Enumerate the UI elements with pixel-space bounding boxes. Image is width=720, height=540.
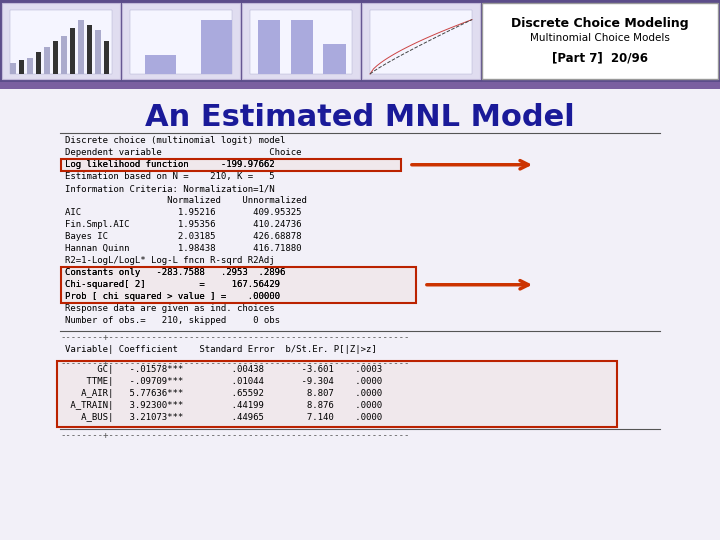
Text: Log likelihood function      -199.97662: Log likelihood function -199.97662 (65, 160, 274, 169)
Bar (0, 0, 720, 82)
Text: Chi-squared[ 2]          =     167.56429: Chi-squared[ 2] = 167.56429 (65, 280, 280, 289)
Bar (70, 28, 75, 74)
Bar (57, 361, 617, 427)
Bar (27, 58, 32, 74)
Text: Prob [ chi squared > value ] =    .00000: Prob [ chi squared > value ] = .00000 (65, 292, 280, 301)
Bar (122, 3, 240, 79)
Text: Prob [ chi squared > value ] =    .00000: Prob [ chi squared > value ] = .00000 (65, 292, 280, 301)
Text: Chi-squared[ 2]          =     167.56429: Chi-squared[ 2] = 167.56429 (65, 280, 280, 289)
Text: Constants only   -283.7588   .2953  .2896: Constants only -283.7588 .2953 .2896 (65, 268, 285, 277)
Bar (201, 19, 232, 74)
Bar (362, 3, 480, 79)
Bar (61, 36, 67, 74)
Text: TTME|   -.09709***         .01044       -9.304    .0000: TTME| -.09709*** .01044 -9.304 .0000 (65, 377, 382, 386)
Bar (2, 3, 120, 79)
Text: [Part 7]  20/96: [Part 7] 20/96 (552, 51, 648, 64)
Text: A_AIR|   5.77636***         .65592        8.807    .0000: A_AIR| 5.77636*** .65592 8.807 .0000 (65, 389, 382, 398)
Bar (0, 89, 720, 540)
Bar (19, 60, 24, 74)
Text: Discrete choice (multinomial logit) model: Discrete choice (multinomial logit) mode… (65, 136, 285, 145)
Bar (61, 267, 416, 303)
Bar (482, 3, 718, 79)
Text: Information Criteria: Normalization=1/N: Information Criteria: Normalization=1/N (65, 184, 274, 193)
Bar (130, 10, 232, 74)
Bar (44, 47, 50, 74)
Text: Multinomial Choice Models: Multinomial Choice Models (530, 33, 670, 43)
Text: --------+--------------------------------------------------------: --------+-------------------------------… (60, 359, 410, 368)
Text: Discrete Choice Modeling: Discrete Choice Modeling (511, 17, 689, 30)
Bar (370, 10, 472, 74)
Text: Estimation based on N =    210, K =   5: Estimation based on N = 210, K = 5 (65, 172, 274, 181)
Bar (0, 89, 720, 540)
Bar (291, 19, 313, 74)
Bar (10, 10, 112, 74)
Text: --------+--------------------------------------------------------: --------+-------------------------------… (60, 431, 410, 440)
Bar (10, 63, 16, 74)
Bar (86, 25, 92, 74)
Bar (145, 55, 176, 74)
Text: Log likelihood function      -199.97662: Log likelihood function -199.97662 (65, 160, 274, 169)
Bar (258, 19, 281, 74)
Bar (0, 82, 720, 89)
Bar (61, 159, 401, 171)
Bar (323, 44, 346, 74)
Text: A_TRAIN|   3.92300***         .44199        8.876    .0000: A_TRAIN| 3.92300*** .44199 8.876 .0000 (65, 401, 382, 410)
Bar (95, 30, 101, 74)
Bar (53, 42, 58, 74)
Text: Number of obs.=   210, skipped     0 obs: Number of obs.= 210, skipped 0 obs (65, 316, 280, 325)
Bar (35, 52, 41, 74)
Text: Dependent variable                    Choice: Dependent variable Choice (65, 148, 302, 157)
Text: Response data are given as ind. choices: Response data are given as ind. choices (65, 304, 274, 313)
Text: Hannan Quinn         1.98438       416.71880: Hannan Quinn 1.98438 416.71880 (65, 244, 302, 253)
Text: A_BUS|   3.21073***         .44965        7.140    .0000: A_BUS| 3.21073*** .44965 7.140 .0000 (65, 413, 382, 422)
Text: Fin.Smpl.AIC         1.95356       410.24736: Fin.Smpl.AIC 1.95356 410.24736 (65, 220, 302, 229)
Bar (242, 3, 360, 79)
Text: Normalized    Unnormalized: Normalized Unnormalized (65, 196, 307, 205)
Bar (104, 42, 109, 74)
Text: GC|   -.01578***         .00438       -3.601    .0003: GC| -.01578*** .00438 -3.601 .0003 (65, 365, 382, 374)
Text: AIC                  1.95216       409.95325: AIC 1.95216 409.95325 (65, 208, 302, 217)
Text: Bayes IC             2.03185       426.68878: Bayes IC 2.03185 426.68878 (65, 232, 302, 241)
Bar (78, 19, 84, 74)
Text: Variable| Coefficient    Standard Error  b/St.Er. P[|Z|>z]: Variable| Coefficient Standard Error b/S… (65, 345, 377, 354)
Text: --------+--------------------------------------------------------: --------+-------------------------------… (60, 333, 410, 342)
Text: Constants only   -283.7588   .2953  .2896: Constants only -283.7588 .2953 .2896 (65, 268, 285, 277)
Text: An Estimated MNL Model: An Estimated MNL Model (145, 103, 575, 132)
Text: R2=1-LogL/LogL* Log-L fncn R-sqrd R2Adj: R2=1-LogL/LogL* Log-L fncn R-sqrd R2Adj (65, 256, 274, 265)
Bar (250, 10, 352, 74)
